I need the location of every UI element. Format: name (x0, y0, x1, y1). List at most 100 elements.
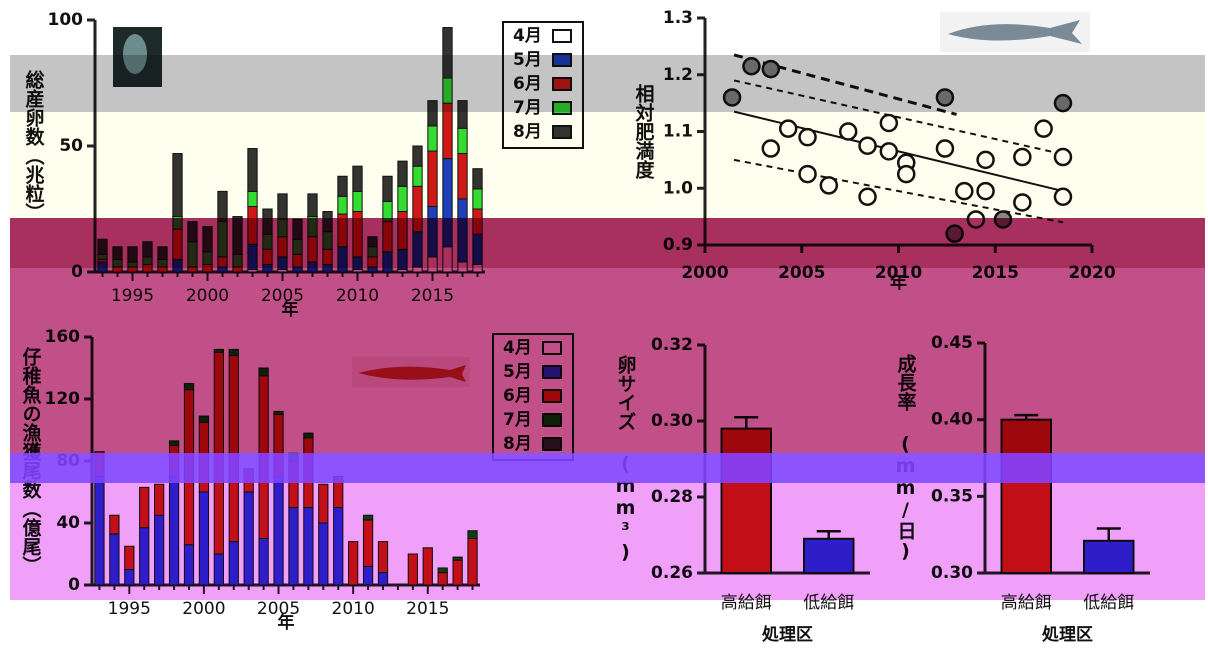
bar-segment (293, 219, 302, 239)
y-tick-label: 0.28 (651, 487, 693, 507)
point (840, 124, 856, 140)
bar-segment (248, 244, 257, 269)
bar-segment (293, 254, 302, 267)
bar-segment (413, 267, 422, 272)
bar-segment (128, 267, 137, 272)
bar-segment (98, 239, 107, 254)
bar-segment (383, 222, 392, 252)
x-tick-label: 2005 (261, 286, 304, 306)
bar-segment (353, 212, 362, 257)
bar-segment (140, 528, 149, 585)
bar-segment (274, 411, 283, 414)
bar-segment (143, 242, 152, 257)
point (1014, 194, 1030, 210)
point (724, 89, 740, 105)
bar-segment (413, 186, 422, 231)
bar-segment (278, 257, 287, 270)
y-tick-label: 100 (48, 10, 84, 30)
bar-segment (308, 237, 317, 262)
y-tick-label: 0.9 (663, 235, 693, 255)
bar-segment (319, 484, 328, 523)
bar-segment (308, 217, 317, 237)
x-tick-label: 2000 (681, 263, 728, 283)
bar-segment (188, 242, 197, 267)
legend-swatch (553, 126, 571, 138)
bar-segment (338, 214, 347, 247)
bar-segment (383, 176, 392, 201)
x-tick-label: 2010 (332, 599, 375, 619)
legend-label: 6月 (513, 74, 542, 94)
y-tick-label: 0.35 (931, 486, 973, 506)
bar-segment (263, 209, 272, 234)
point (978, 183, 994, 199)
point (763, 61, 779, 77)
bar-segment (383, 252, 392, 272)
bar-segment (110, 515, 119, 534)
y-tick-label: 1.0 (663, 178, 693, 198)
legend-swatch (543, 366, 561, 378)
bar-segment (363, 566, 372, 585)
bar-segment (413, 166, 422, 186)
x-tick-label: 2010 (336, 286, 379, 306)
bar-segment (184, 390, 193, 545)
fit-line (734, 80, 1063, 154)
bar-segment (338, 247, 347, 272)
legend-swatch (553, 78, 571, 90)
bar-segment (199, 416, 208, 422)
bar-segment (140, 487, 149, 527)
x-tick-label: 1995 (111, 286, 154, 306)
legend-label: 7月 (503, 410, 532, 430)
bar-segment (173, 229, 182, 259)
x-tick-label: 2020 (1068, 263, 1115, 283)
bar-segment (143, 257, 152, 265)
bar-segment (229, 349, 238, 355)
bar-segment (383, 201, 392, 221)
bar-segment (248, 206, 257, 244)
y-tick-label: 0.45 (931, 333, 973, 353)
legend-swatch (543, 414, 561, 426)
bar-segment (158, 267, 167, 272)
overlay (10, 55, 1205, 112)
bar-segment (428, 101, 437, 126)
larva-photo (352, 357, 470, 387)
point (947, 226, 963, 242)
point (995, 211, 1011, 227)
legend-swatch (543, 342, 561, 354)
bar (1002, 420, 1052, 573)
point (881, 115, 897, 131)
bar-segment (304, 438, 313, 508)
bar-segment (274, 477, 283, 586)
bar-segment (214, 349, 223, 352)
bar-segment (443, 103, 452, 158)
bar-segment (443, 247, 452, 272)
bar-segment (473, 264, 482, 272)
bar-segment (218, 267, 227, 272)
bar-segment (229, 542, 238, 585)
bar-segment (173, 217, 182, 230)
x-tick-label: 2010 (875, 263, 922, 283)
point (800, 129, 816, 145)
point (978, 152, 994, 168)
point (860, 189, 876, 205)
bar-segment (458, 199, 467, 262)
bar-segment (289, 453, 298, 461)
y-axis-label: 仔稚魚の漁獲尾数（億尾） (20, 346, 42, 575)
bar-segment (413, 232, 422, 267)
bar-segment (378, 573, 387, 585)
bar-segment (98, 254, 107, 259)
bar-segment (289, 508, 298, 586)
legend-label: 8月 (513, 122, 542, 142)
x-tick-label: 2000 (186, 286, 229, 306)
bar-segment (199, 492, 208, 585)
x-tick-label: 2005 (778, 263, 825, 283)
bar-segment (323, 232, 332, 250)
y-axis-label: 相対肥満度 (633, 84, 656, 180)
bar-segment (323, 249, 332, 264)
bar-segment (458, 101, 467, 129)
bar-segment (468, 539, 477, 586)
bar-segment (214, 353, 223, 555)
bar-segment (229, 356, 238, 542)
y-tick-label: 50 (59, 136, 83, 156)
bar-segment (188, 267, 197, 272)
legend-swatch (553, 54, 571, 66)
